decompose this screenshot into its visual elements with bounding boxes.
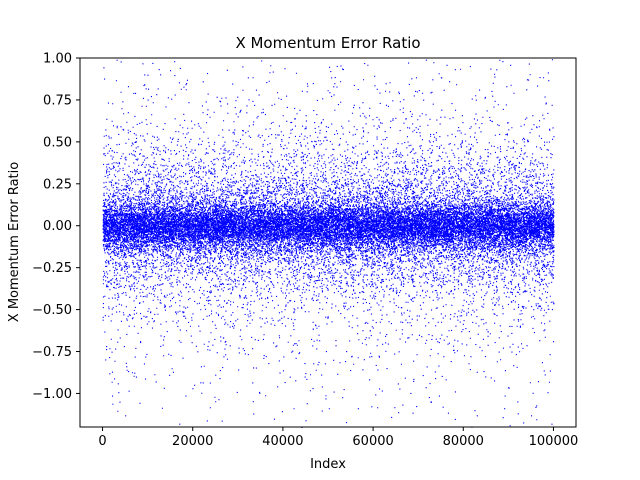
y-axis: −1.00 −0.75 −0.50 −0.25 0.00 0.25 0.50 0.75 1.00 xyxy=(32,52,80,402)
y-tick-label: 0.50 xyxy=(43,135,72,150)
y-tick-label: −0.50 xyxy=(32,303,72,318)
y-tick-label: 0.00 xyxy=(43,219,72,234)
y-tick-label: −0.75 xyxy=(32,345,72,360)
x-axis-label: Index xyxy=(310,457,346,472)
x-axis: 0 20000 40000 60000 80000 100000 xyxy=(98,427,578,449)
x-tick-label: 0 xyxy=(98,434,106,449)
y-tick-label: −1.00 xyxy=(32,387,72,402)
y-tick-label: −0.25 xyxy=(32,261,72,276)
x-tick-label: 100000 xyxy=(529,434,579,449)
y-tick-label: 0.75 xyxy=(43,93,72,108)
y-axis-label: X Momentum Error Ratio xyxy=(7,162,22,322)
y-tick-label: 1.00 xyxy=(43,52,72,67)
x-tick-label: 80000 xyxy=(443,434,484,449)
plot-frame xyxy=(79,57,577,428)
chart-title: X Momentum Error Ratio xyxy=(235,34,420,52)
x-tick-label: 60000 xyxy=(352,434,393,449)
x-tick-label: 20000 xyxy=(172,434,213,449)
x-tick-label: 40000 xyxy=(262,434,303,449)
y-tick-label: 0.25 xyxy=(43,177,72,192)
